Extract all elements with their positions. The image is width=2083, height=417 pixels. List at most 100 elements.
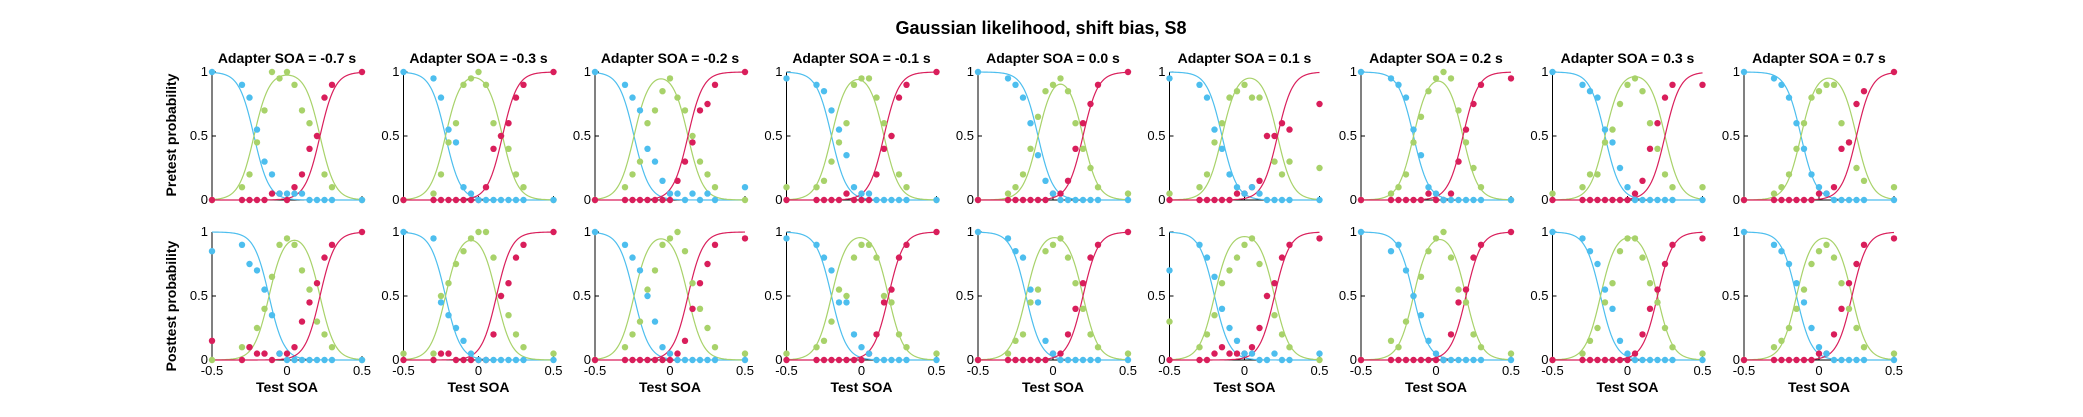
data-point-red bbox=[1830, 184, 1838, 191]
data-point-red bbox=[629, 196, 636, 204]
data-point-green bbox=[1432, 235, 1440, 242]
y-tick-label: 1 bbox=[967, 64, 974, 79]
panel-title: Adapter SOA = -0.1 s bbox=[792, 50, 931, 66]
data-point-blue bbox=[1094, 356, 1102, 364]
data-point-red bbox=[644, 196, 651, 204]
data-point-red bbox=[490, 331, 497, 338]
data-point-green bbox=[651, 107, 659, 114]
data-point-blue bbox=[1853, 356, 1860, 364]
data-point-blue bbox=[1072, 196, 1079, 204]
data-point-blue bbox=[1286, 196, 1293, 204]
data-point-blue bbox=[261, 158, 268, 165]
data-point-red bbox=[1019, 196, 1027, 204]
fit-curve-blue bbox=[403, 71, 554, 201]
data-point-green bbox=[704, 324, 711, 332]
data-point-blue bbox=[1410, 292, 1417, 300]
y-tick-label: 1 bbox=[967, 224, 974, 239]
data-point-blue bbox=[1447, 356, 1455, 364]
data-point-green bbox=[1034, 113, 1042, 121]
data-point-blue bbox=[1049, 190, 1057, 197]
data-point-red bbox=[1507, 75, 1515, 82]
data-point-blue bbox=[1395, 241, 1402, 248]
data-point-blue bbox=[475, 196, 482, 204]
data-point-green bbox=[783, 184, 790, 191]
data-point-green bbox=[1808, 94, 1815, 101]
fit-curve-blue bbox=[1360, 71, 1511, 201]
y-tick-label: 0.5 bbox=[1339, 288, 1357, 303]
x-axis-label: Test SOA bbox=[1214, 379, 1276, 395]
data-point-blue bbox=[1579, 235, 1586, 242]
data-point-red bbox=[1166, 196, 1173, 204]
data-point-green bbox=[741, 196, 749, 204]
panel-title: Adapter SOA = -0.7 s bbox=[218, 50, 357, 66]
data-point-green bbox=[880, 120, 888, 127]
data-point-blue bbox=[1654, 356, 1661, 364]
data-point-green bbox=[813, 344, 820, 351]
fit-curve-blue bbox=[786, 71, 937, 201]
x-tick-label: 0.5 bbox=[1885, 363, 1903, 378]
panel-pretest-3: 0 0.5 1 Adapter SOA = -0.2 s bbox=[573, 50, 749, 207]
fit-curve-blue bbox=[594, 72, 745, 201]
data-point-red bbox=[1639, 331, 1646, 338]
data-point-blue bbox=[621, 81, 629, 89]
data-point-green bbox=[261, 305, 268, 312]
data-point-green bbox=[452, 260, 460, 268]
data-point-red bbox=[850, 356, 858, 364]
data-point-red bbox=[505, 280, 512, 287]
y-tick-label: 1 bbox=[1541, 224, 1548, 239]
data-point-green bbox=[903, 184, 910, 191]
data-point-blue bbox=[512, 356, 520, 364]
y-tick-label: 1 bbox=[201, 64, 208, 79]
data-point-red bbox=[1455, 158, 1462, 165]
data-point-blue bbox=[1027, 286, 1034, 293]
data-point-blue bbox=[644, 292, 651, 300]
data-point-blue bbox=[1447, 196, 1455, 204]
data-point-green bbox=[1211, 139, 1218, 146]
data-point-red bbox=[1410, 356, 1417, 364]
y-tick-label: 0.5 bbox=[381, 288, 399, 303]
y-tick-label: 1 bbox=[392, 224, 399, 239]
data-point-red bbox=[1579, 356, 1586, 364]
data-point-blue bbox=[880, 196, 888, 204]
data-point-green bbox=[835, 139, 843, 146]
data-point-blue bbox=[268, 312, 276, 319]
data-point-blue bbox=[1616, 337, 1624, 344]
data-point-red bbox=[1845, 280, 1853, 287]
data-point-red bbox=[1661, 94, 1669, 101]
data-point-blue bbox=[306, 196, 313, 204]
data-point-blue bbox=[1470, 356, 1477, 364]
data-point-blue bbox=[1853, 196, 1860, 204]
data-point-green bbox=[629, 171, 636, 178]
data-point-blue bbox=[1890, 356, 1898, 364]
data-point-blue bbox=[437, 299, 445, 306]
data-point-blue bbox=[1233, 337, 1241, 344]
data-point-blue bbox=[880, 356, 888, 364]
data-point-red bbox=[1357, 196, 1365, 204]
data-point-red bbox=[621, 196, 629, 204]
data-point-blue bbox=[835, 126, 843, 133]
data-point-red bbox=[1477, 81, 1485, 89]
data-point-blue bbox=[741, 184, 749, 191]
data-point-blue bbox=[1462, 356, 1470, 364]
data-point-red bbox=[813, 356, 820, 364]
y-tick-label: 0 bbox=[1350, 192, 1357, 207]
data-point-blue bbox=[888, 356, 895, 364]
y-tick-label: 0.5 bbox=[764, 288, 782, 303]
data-point-red bbox=[1838, 305, 1845, 312]
y-tick-label: 0 bbox=[201, 352, 208, 367]
x-tick-label: 0.5 bbox=[927, 363, 945, 378]
data-point-green bbox=[452, 120, 460, 127]
data-point-red bbox=[512, 254, 520, 261]
data-point-green bbox=[873, 94, 880, 101]
data-point-red bbox=[1462, 126, 1470, 133]
data-point-blue bbox=[1740, 68, 1748, 76]
data-point-green bbox=[1661, 171, 1669, 178]
data-point-blue bbox=[1579, 81, 1586, 89]
data-point-red bbox=[400, 356, 407, 364]
data-point-blue bbox=[358, 196, 366, 204]
y-tick-label: 1 bbox=[1158, 64, 1165, 79]
data-point-blue bbox=[1586, 248, 1594, 255]
data-point-blue bbox=[475, 356, 482, 364]
